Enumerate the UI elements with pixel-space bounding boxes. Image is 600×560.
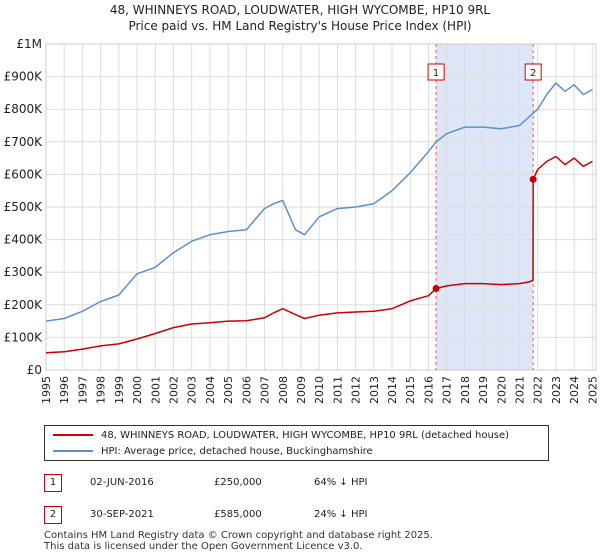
transaction-badge-2: 2 bbox=[44, 506, 62, 524]
x-tick-label: 2012 bbox=[350, 376, 363, 404]
chart-title-line1: 48, WHINNEYS ROAD, LOUDWATER, HIGH WYCOM… bbox=[109, 3, 491, 17]
x-tick-label: 2001 bbox=[149, 376, 162, 404]
x-tick-label: 2008 bbox=[277, 376, 290, 404]
y-tick-label: £900K bbox=[4, 70, 44, 84]
marker-label-1: 1 bbox=[433, 68, 439, 79]
legend-label-property: 48, WHINNEYS ROAD, LOUDWATER, HIGH WYCOM… bbox=[101, 430, 510, 441]
x-tick-label: 2018 bbox=[459, 376, 472, 404]
transaction-badge-1: 1 bbox=[44, 474, 62, 492]
legend-item-property: 48, WHINNEYS ROAD, LOUDWATER, HIGH WYCOM… bbox=[53, 429, 509, 443]
sale-point-2 bbox=[529, 175, 537, 183]
x-tick-label: 2025 bbox=[586, 376, 599, 404]
x-tick-label: 1996 bbox=[58, 376, 71, 404]
y-tick-label: £400K bbox=[4, 233, 44, 247]
x-tick-label: 2019 bbox=[477, 376, 490, 404]
x-tick-label: 2000 bbox=[131, 376, 144, 404]
footer: Contains HM Land Registry data © Crown c… bbox=[44, 530, 433, 552]
y-tick-label: £300K bbox=[4, 265, 44, 279]
y-tick-label: £600K bbox=[4, 167, 44, 181]
transaction-date-1: 02-JUN-2016 bbox=[90, 477, 154, 488]
plot-area-border bbox=[45, 43, 597, 371]
y-tick-label: £700K bbox=[4, 135, 44, 149]
x-tick-label: 2011 bbox=[331, 376, 344, 404]
sale-point-1 bbox=[432, 285, 440, 292]
x-tick-label: 2002 bbox=[167, 376, 180, 404]
x-tick-label: 1998 bbox=[95, 376, 108, 404]
transaction-hpi-2: 24% ↓ HPI bbox=[314, 509, 368, 520]
x-tick-label: 2016 bbox=[422, 376, 435, 404]
y-tick-label: £200K bbox=[4, 298, 44, 312]
marker-label-2: 2 bbox=[530, 68, 536, 79]
y-tick-label: £100K bbox=[4, 330, 44, 344]
x-tick-label: 2020 bbox=[495, 376, 508, 404]
series-line-hpi bbox=[45, 82, 593, 322]
y-tick-label: £1M bbox=[16, 37, 42, 51]
y-tick-label: £0 bbox=[27, 363, 42, 377]
legend-label-hpi: HPI: Average price, detached house, Buck… bbox=[101, 446, 373, 457]
x-tick-label: 2022 bbox=[532, 376, 545, 404]
x-tick-label: 2017 bbox=[441, 376, 454, 404]
x-tick-label: 2005 bbox=[222, 376, 235, 404]
transaction-price-2: £585,000 bbox=[214, 509, 262, 520]
x-tick-label: 2004 bbox=[204, 376, 217, 404]
x-tick-label: 2007 bbox=[259, 376, 272, 404]
x-tick-label: 1997 bbox=[76, 376, 89, 404]
x-tick-label: 2014 bbox=[386, 376, 399, 404]
x-tick-label: 2023 bbox=[550, 376, 563, 404]
chart-title-line2: Price paid vs. HM Land Registry's House … bbox=[128, 19, 472, 33]
x-tick-label: 1995 bbox=[40, 376, 53, 404]
footer-copyright: Contains HM Land Registry data © Crown c… bbox=[44, 530, 433, 541]
x-tick-label: 1999 bbox=[113, 376, 126, 404]
y-tick-label: £500K bbox=[4, 200, 44, 214]
x-tick-label: 2010 bbox=[313, 376, 326, 404]
legend-swatch-property bbox=[53, 434, 93, 436]
transaction-date-2: 30-SEP-2021 bbox=[90, 509, 154, 520]
marker-box-2 bbox=[524, 63, 542, 81]
transaction-hpi-1: 64% ↓ HPI bbox=[314, 477, 368, 488]
legend-swatch-hpi bbox=[53, 450, 93, 452]
x-tick-label: 2009 bbox=[295, 376, 308, 404]
footer-licence: This data is licensed under the Open Gov… bbox=[44, 541, 363, 552]
x-tick-label: 2003 bbox=[186, 376, 199, 404]
x-tick-label: 2021 bbox=[514, 376, 527, 404]
x-tick-label: 2013 bbox=[368, 376, 381, 404]
marker-box-1 bbox=[427, 63, 445, 81]
y-tick-label: £800K bbox=[4, 102, 44, 116]
x-tick-label: 2024 bbox=[568, 376, 581, 404]
series-line-property bbox=[45, 155, 593, 354]
x-tick-label: 2006 bbox=[240, 376, 253, 404]
chart-legend: 48, WHINNEYS ROAD, LOUDWATER, HIGH WYCOM… bbox=[44, 425, 549, 461]
x-tick-label: 2015 bbox=[404, 376, 417, 404]
legend-item-hpi: HPI: Average price, detached house, Buck… bbox=[53, 445, 373, 459]
transaction-price-1: £250,000 bbox=[214, 477, 262, 488]
price-chart: £0 £100K £200K £300K £400K £500K £600K £700K £80… bbox=[4, 37, 600, 404]
